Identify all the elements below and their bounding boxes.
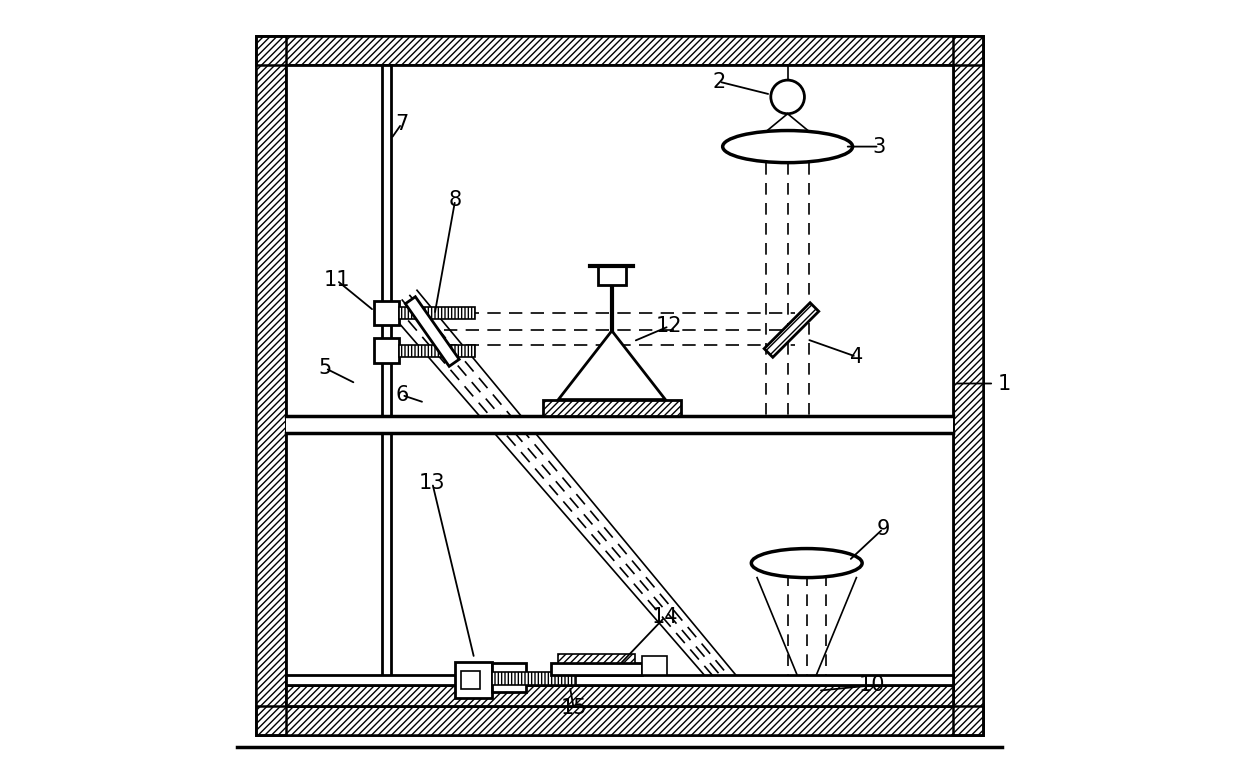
Bar bbox=[374, 338, 399, 363]
Bar bbox=[543, 400, 680, 416]
Bar bbox=[492, 673, 576, 685]
Text: 1: 1 bbox=[997, 374, 1011, 393]
Bar bbox=[256, 706, 983, 735]
Bar bbox=[285, 416, 954, 433]
Bar bbox=[256, 36, 983, 65]
Bar bbox=[559, 654, 634, 663]
Polygon shape bbox=[405, 297, 460, 367]
Text: 15: 15 bbox=[560, 698, 587, 718]
Bar bbox=[954, 36, 983, 735]
Bar bbox=[598, 266, 626, 285]
Bar bbox=[461, 671, 479, 690]
Text: 14: 14 bbox=[652, 607, 679, 627]
Bar bbox=[492, 663, 527, 693]
Text: 2: 2 bbox=[712, 71, 726, 91]
Bar bbox=[374, 301, 399, 325]
Text: 3: 3 bbox=[872, 137, 886, 156]
Polygon shape bbox=[764, 303, 819, 357]
Bar bbox=[256, 36, 285, 735]
Text: 13: 13 bbox=[419, 472, 446, 493]
Bar bbox=[550, 663, 643, 676]
Polygon shape bbox=[559, 331, 665, 400]
Bar bbox=[285, 65, 954, 706]
Ellipse shape bbox=[722, 130, 852, 163]
Text: 8: 8 bbox=[449, 190, 462, 210]
Bar bbox=[399, 307, 475, 319]
Text: 9: 9 bbox=[876, 518, 890, 538]
Bar bbox=[256, 36, 285, 735]
Ellipse shape bbox=[751, 548, 862, 578]
Bar bbox=[256, 706, 983, 735]
Bar bbox=[285, 65, 954, 706]
Bar bbox=[285, 685, 954, 706]
Text: 11: 11 bbox=[323, 270, 349, 291]
Text: 10: 10 bbox=[859, 676, 885, 696]
Text: 12: 12 bbox=[655, 316, 683, 336]
Text: 6: 6 bbox=[395, 385, 409, 405]
Bar bbox=[382, 65, 392, 706]
Circle shape bbox=[771, 80, 804, 114]
Bar bbox=[643, 656, 667, 676]
Bar bbox=[285, 676, 954, 685]
Text: 7: 7 bbox=[395, 114, 409, 133]
Text: 5: 5 bbox=[318, 358, 332, 378]
Bar bbox=[954, 36, 983, 735]
Bar bbox=[256, 36, 983, 65]
Bar bbox=[399, 344, 475, 357]
Bar bbox=[455, 662, 492, 699]
Text: 4: 4 bbox=[850, 347, 864, 367]
